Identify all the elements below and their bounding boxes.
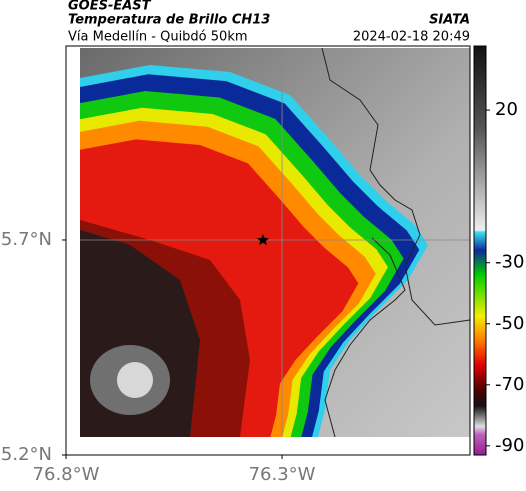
y-tick-label: 5.2°N: [1, 444, 52, 465]
colorbar: [473, 45, 487, 456]
y-tick-label: 5.7°N: [1, 229, 52, 250]
colorbar-ticks: 20 -30 -50 -70 -90: [486, 99, 524, 456]
station-marker: [257, 234, 269, 245]
satellite: GOES-EAST: [68, 0, 152, 14]
source: SIATA: [429, 13, 470, 28]
datetime: 2024-02-18 20:49: [353, 30, 470, 45]
x-tick-label: 76.8°W: [33, 464, 100, 485]
colorbar-tick-label: -70: [495, 374, 524, 395]
product: Temperatura de Brillo CH13: [68, 13, 270, 28]
cloud-layer: [117, 362, 153, 398]
grid: [80, 48, 470, 437]
colorbar-tick-label: 20: [495, 99, 518, 120]
x-tick-label: 76.3°W: [249, 464, 316, 485]
colorbar-tick-label: -30: [495, 252, 524, 273]
colorbar-tick-label: -90: [495, 435, 524, 456]
cloud: [80, 65, 428, 437]
boundary: [321, 48, 470, 326]
axis-ticks: 76.8°W 76.3°W 5.2°N 5.7°N: [1, 229, 316, 485]
region: Vía Medellín - Quibdó 50km: [68, 30, 248, 45]
map: [65, 45, 471, 456]
map-frame: [65, 45, 471, 456]
colorbar-tick-label: -50: [495, 313, 524, 334]
imagery: [80, 48, 470, 437]
boundary: [324, 237, 406, 437]
